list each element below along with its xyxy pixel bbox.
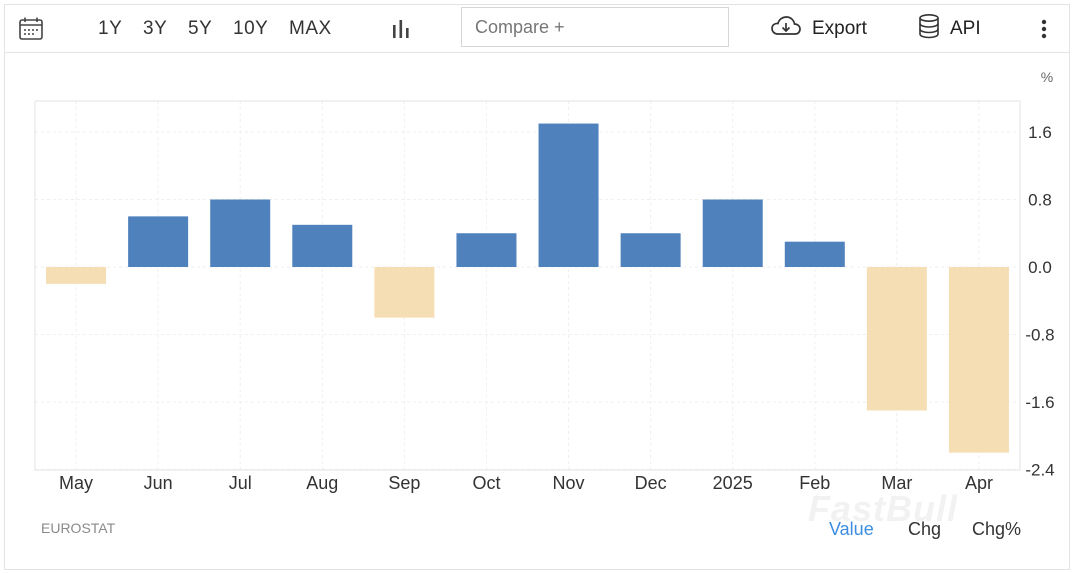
range-10y-button[interactable]: 10Y <box>233 17 269 39</box>
bars <box>46 123 1009 453</box>
y-unit-label: % <box>1041 69 1053 85</box>
x-tick-label: Sep <box>388 473 420 493</box>
bar-oct[interactable] <box>456 233 517 267</box>
x-tick-label: Jun <box>144 473 173 493</box>
x-tick-label: Dec <box>635 473 667 493</box>
y-tick-label: 1.6 <box>1028 123 1052 142</box>
range-3y-button[interactable]: 3Y <box>143 17 168 39</box>
bar-feb[interactable] <box>784 241 845 267</box>
bar-apr[interactable] <box>948 267 1009 453</box>
toolbar: 1Y 3Y 5Y 10Y MAX Compare + Export <box>4 4 1070 53</box>
x-tick-label: Aug <box>306 473 338 493</box>
bar-aug[interactable] <box>292 224 353 267</box>
calendar-icon[interactable] <box>18 4 44 53</box>
x-tick-label: Oct <box>472 473 500 493</box>
plot-border <box>34 100 1021 471</box>
source-label: EUROSTAT <box>41 520 116 536</box>
y-tick-label: -2.4 <box>1025 461 1054 480</box>
y-tick-label: -1.6 <box>1025 393 1054 412</box>
bar-nov[interactable] <box>538 123 599 267</box>
chart-frame <box>4 4 1070 570</box>
watermark-logo: FastBull <box>808 488 959 529</box>
bar-dec[interactable] <box>620 233 681 267</box>
x-tick-label: Jul <box>229 473 252 493</box>
bar-may[interactable] <box>46 267 107 284</box>
bar-jun[interactable] <box>128 216 189 267</box>
bar-mar[interactable] <box>866 267 927 411</box>
mode-chg-button[interactable]: Chg <box>908 519 942 539</box>
x-tick-label: Mar <box>881 473 912 493</box>
bar-chart-icon[interactable] <box>391 4 411 53</box>
range-1y-button[interactable]: 1Y <box>98 17 123 39</box>
x-tick-label: Feb <box>799 473 830 493</box>
x-tick-label: Nov <box>553 473 585 493</box>
mode-value-button[interactable]: Value <box>829 519 874 539</box>
mode-chg-percent-button[interactable]: Chg% <box>972 519 1022 539</box>
bar-sep[interactable] <box>374 267 435 318</box>
range-max-button[interactable]: MAX <box>289 17 332 39</box>
y-tick-label: 0.8 <box>1028 191 1052 210</box>
cloud-download-icon <box>770 14 802 44</box>
range-5y-button[interactable]: 5Y <box>188 17 213 39</box>
api-button[interactable]: API <box>918 4 981 53</box>
api-label: API <box>950 17 981 39</box>
x-tick-label: Apr <box>965 473 993 493</box>
x-axis-ticks: May Jun Jul Aug Sep Oct Nov Dec 2025 Feb Mar Apr <box>59 473 993 493</box>
x-tick-label: 2025 <box>713 473 753 493</box>
y-tick-label: 0.0 <box>1028 258 1052 277</box>
x-tick-label: May <box>59 473 93 493</box>
export-button[interactable]: Export <box>770 4 867 53</box>
bar-jul[interactable] <box>210 199 271 268</box>
database-icon <box>918 13 940 45</box>
kebab-menu-icon[interactable] <box>1040 4 1048 53</box>
compare-input[interactable]: Compare + <box>461 7 729 47</box>
y-axis-ticks: 1.6 0.8 0.0 -0.8 -1.6 -2.4 <box>1025 123 1054 480</box>
y-tick-label: -0.8 <box>1025 326 1054 345</box>
bar-2025[interactable] <box>702 199 763 268</box>
export-label: Export <box>812 17 867 39</box>
